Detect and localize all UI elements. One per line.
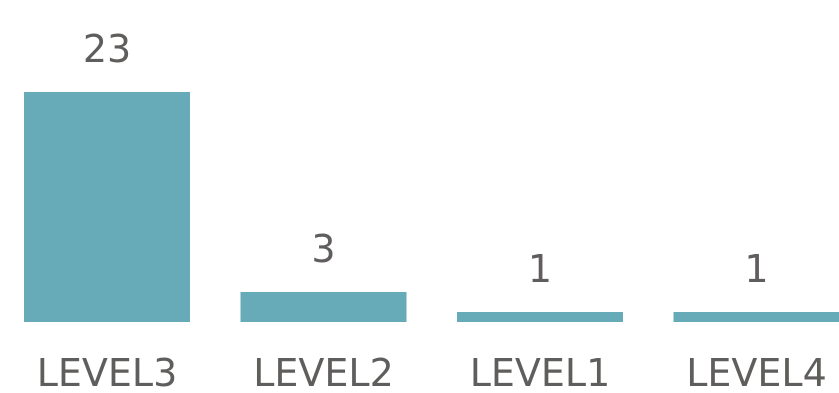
value-label-level2: 3 xyxy=(311,227,335,271)
value-labels-layer: 23 3 1 1 xyxy=(83,27,769,291)
category-labels-layer: LEVEL3 LEVEL2 LEVEL1 LEVEL4 xyxy=(37,351,827,393)
bar-level3 xyxy=(24,92,190,322)
bar-level1 xyxy=(457,312,623,322)
category-label-level1: LEVEL1 xyxy=(470,351,611,393)
category-label-level2: LEVEL2 xyxy=(253,351,394,393)
bar-level2 xyxy=(240,292,407,322)
value-label-level4: 1 xyxy=(744,247,768,291)
category-label-level4: LEVEL4 xyxy=(686,351,827,393)
bars-layer xyxy=(24,92,839,322)
value-label-level3: 23 xyxy=(83,27,131,71)
value-label-level1: 1 xyxy=(528,247,552,291)
category-label-level3: LEVEL3 xyxy=(37,351,178,393)
bar-level4 xyxy=(673,312,839,322)
